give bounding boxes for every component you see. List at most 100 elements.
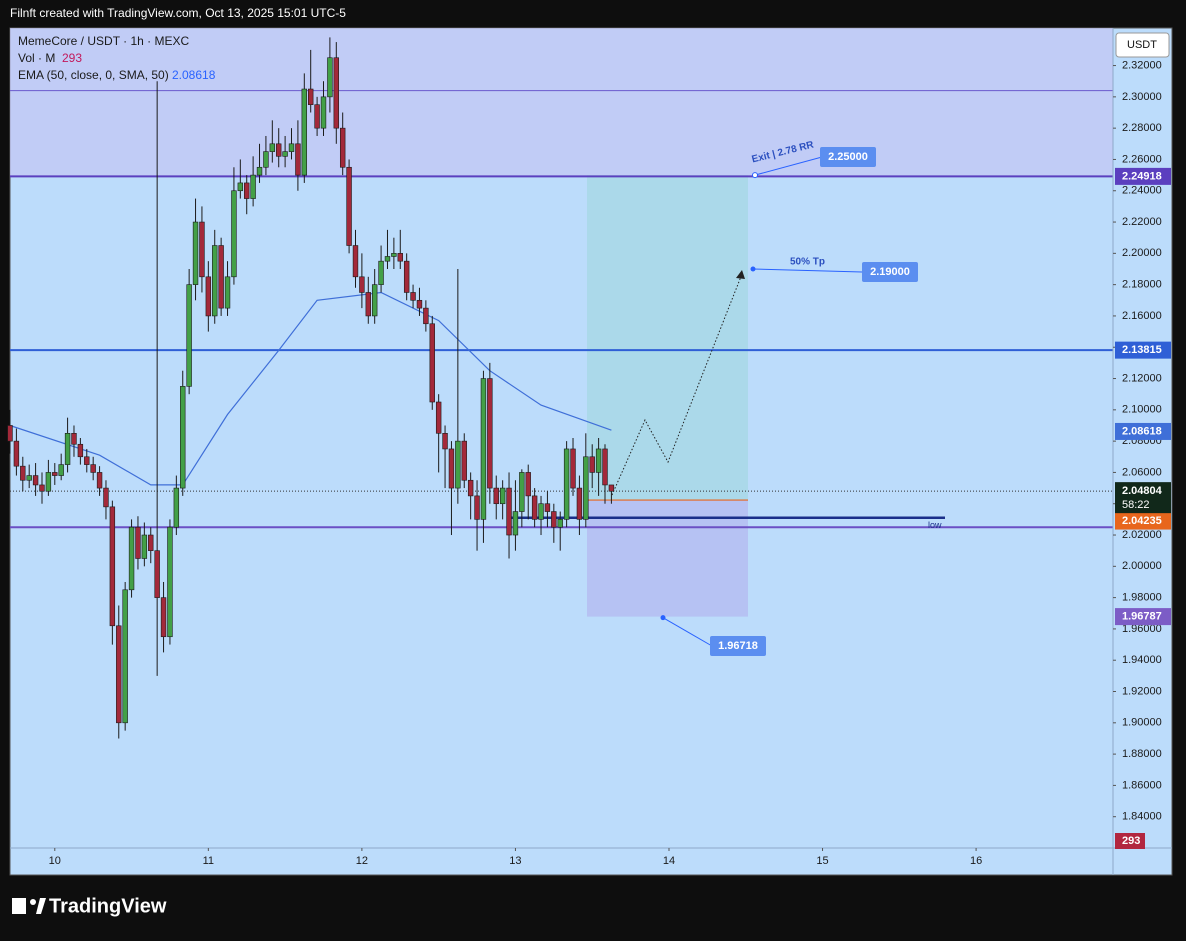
exit-point — [752, 172, 758, 179]
price-label-box — [1115, 512, 1171, 530]
candle-body — [461, 440, 467, 481]
candle-body — [359, 276, 365, 293]
y-tick-label: 1.98000 — [1122, 592, 1162, 604]
footer: TradingView — [49, 895, 167, 917]
ema-price-label: 2.08618 — [1122, 425, 1162, 437]
current-price: 2.04804 — [1122, 485, 1163, 497]
header: Filnft created with TradingView.com, Oct… — [10, 6, 346, 20]
volume-value: 293 — [62, 51, 82, 65]
y-tick-label: 2.00000 — [1122, 560, 1162, 572]
candle-body — [96, 472, 103, 489]
candle-body — [141, 534, 148, 559]
candle-body — [487, 378, 493, 489]
ema-value: 2.08618 — [172, 68, 216, 82]
candle-body — [167, 526, 173, 638]
x-tick-label: 12 — [356, 855, 368, 867]
candle-body — [308, 88, 314, 105]
logo-slash — [36, 898, 46, 914]
candle-body — [39, 484, 45, 492]
y-tick-label: 2.18000 — [1122, 279, 1162, 291]
candle-body — [250, 174, 256, 199]
candle-body — [519, 472, 525, 512]
candle-body — [212, 245, 218, 317]
candle-body — [180, 386, 186, 489]
candle-body — [589, 456, 595, 473]
candle-body — [186, 284, 192, 387]
candle-body — [45, 472, 52, 492]
candle-body — [538, 503, 544, 520]
candle-body — [557, 519, 563, 528]
candle-body — [531, 495, 538, 520]
candle-body — [551, 511, 557, 528]
candle-body — [282, 151, 288, 157]
price-label: 2.13815 — [1122, 344, 1162, 356]
candle-body — [410, 292, 416, 301]
ema-line — [9, 291, 612, 486]
y-tick-label: 2.24000 — [1122, 185, 1162, 197]
stop-value: 1.96718 — [718, 640, 758, 652]
candle-body — [244, 182, 250, 199]
candle-body — [199, 221, 205, 278]
candle-body — [231, 190, 237, 278]
candle-body — [103, 487, 109, 508]
currency[interactable]: USDT — [1127, 39, 1157, 51]
y-tick-label: 2.20000 — [1122, 247, 1162, 259]
x-tick-label: 13 — [509, 855, 521, 867]
candle-body — [435, 401, 442, 434]
candle-body — [365, 292, 371, 317]
low-label: low — [928, 520, 942, 530]
candle-body — [77, 443, 84, 458]
logo: TradingView — [12, 895, 167, 917]
candle-body — [583, 456, 589, 520]
countdown: 58:22 — [1122, 499, 1150, 511]
candle-body — [90, 464, 96, 473]
candle-body — [595, 448, 602, 473]
candle-body — [154, 550, 160, 598]
candle-body — [576, 487, 583, 520]
resistance-zone — [10, 28, 1113, 177]
candle-body — [314, 104, 320, 129]
candle-body — [352, 245, 359, 278]
y-tick-label: 2.02000 — [1122, 529, 1162, 541]
candle-body — [301, 88, 308, 176]
tp-value: 2.19000 — [870, 266, 910, 278]
candle-body — [7, 425, 13, 442]
y-tick-label: 2.10000 — [1122, 404, 1162, 416]
volume-tag-box — [1115, 833, 1145, 849]
ema-label: EMA (50, close, 0, SMA, 50) — [18, 68, 169, 82]
y-tick-label: 1.90000 — [1122, 717, 1162, 729]
x-tick-label: 14 — [663, 855, 675, 867]
stop-box — [710, 636, 766, 656]
exit-value: 2.25000 — [828, 151, 868, 163]
candle-body — [269, 143, 276, 152]
y-tick-label: 1.88000 — [1122, 748, 1162, 760]
y-tick-label: 2.06000 — [1122, 466, 1162, 478]
y-tick-label: 2.26000 — [1122, 153, 1162, 165]
y-tick-label: 2.30000 — [1122, 91, 1162, 103]
currency-button[interactable] — [1115, 32, 1170, 58]
candle-body — [116, 625, 122, 724]
candle-body — [295, 143, 301, 176]
ema-price-label-box — [1115, 422, 1171, 440]
candle-body — [13, 440, 20, 467]
x-tick-label: 16 — [970, 855, 982, 867]
current-price-box — [1115, 482, 1171, 514]
exit-box — [820, 147, 876, 167]
x-tick-label: 10 — [49, 855, 61, 867]
y-tick-label: 2.16000 — [1122, 310, 1162, 322]
stop-connector — [662, 617, 713, 647]
price-label: 2.24918 — [1122, 170, 1162, 182]
x-tick-label: 11 — [203, 855, 214, 867]
candle-body — [570, 448, 576, 489]
tp-box — [862, 262, 918, 282]
candle-body — [160, 597, 167, 638]
candle-body — [84, 456, 90, 465]
price-label: 2.04235 — [1122, 515, 1162, 527]
candle-body — [20, 465, 26, 481]
candle-body — [563, 448, 570, 520]
candle-body — [371, 284, 378, 317]
volume-tag: 293 — [1122, 835, 1140, 847]
candle-body — [122, 589, 128, 724]
candle-body — [26, 475, 32, 481]
